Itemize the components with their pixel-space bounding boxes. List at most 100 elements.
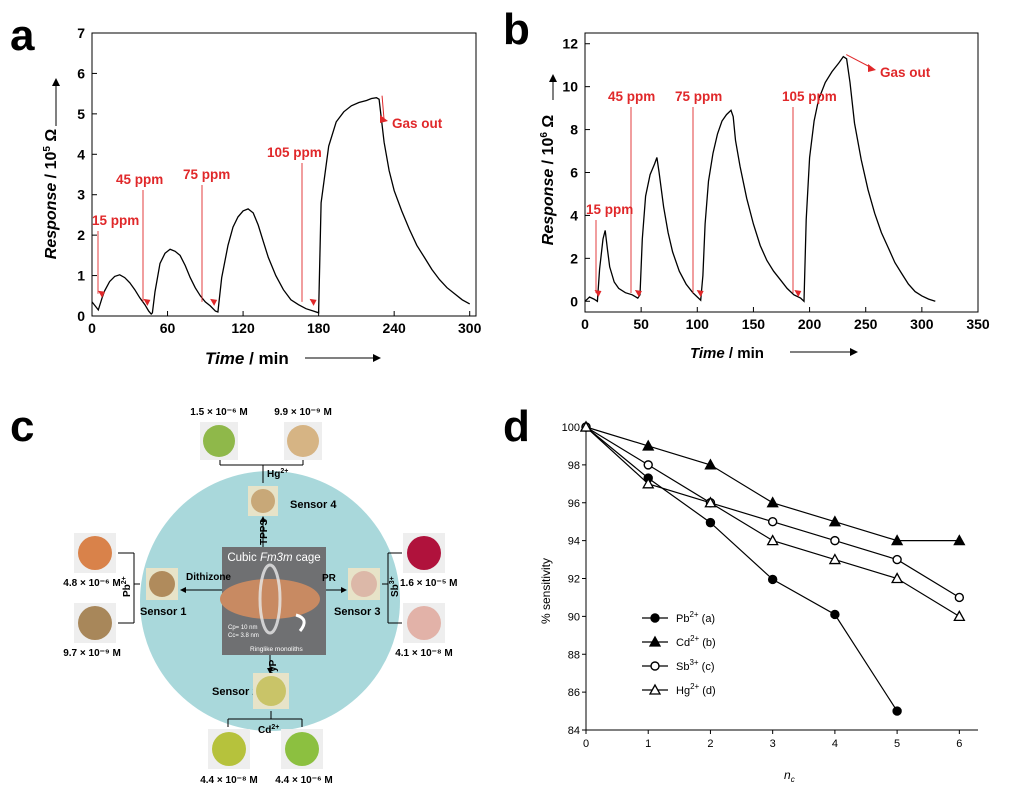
y-tick-label-d: 88 [568,649,580,661]
annotation-a: 15 ppm [92,213,139,228]
center-small-2: Cc= 3.8 nm [228,633,259,639]
y-tick-label-b: 0 [570,293,578,309]
annotation-arrow-b [846,54,873,69]
plot-frame-a [91,32,477,317]
y-tick-label-d: 92 [568,574,580,586]
y-tick-label-d: 94 [568,536,580,548]
conc-hg-right: 9.9 × 10⁻⁹ M [274,407,332,418]
annotation-b: 105 ppm [782,89,837,104]
annotation-a: 45 ppm [116,172,163,187]
annotation-arrowhead-a [309,298,317,306]
x-tick-label-b: 200 [798,316,822,332]
probe-tpps: TPPS [259,519,270,545]
legend-marker [650,661,660,671]
annotation-arrow-a [381,95,385,120]
sb-top-disk [407,536,441,570]
conc-pb-bottom: 9.7 × 10⁻⁹ M [63,648,121,659]
panel-c: Cubic Fm3m cage Cp= 10 nm Cc= 3.8 nm Rin… [0,385,500,799]
x-tick-label-b: 150 [742,316,766,332]
data-point-pb [767,574,778,585]
y-tick-label-a: 4 [77,146,85,162]
y-tick-label-d: 98 [568,460,580,472]
data-point-hg [891,572,904,584]
sensor-diagram: Cubic Fm3m cage Cp= 10 nm Cc= 3.8 nm Rin… [63,407,457,786]
annotation-arrowhead-a [380,115,388,123]
y-tick-label-d: 84 [568,725,580,737]
annotation-arrowhead-b [634,289,642,297]
annotation-a: Gas out [392,116,443,131]
panel-b: 0 50 100 150 200 250 300 350 0 2 4 6 8 10 12 15 ppm 45 p… [500,0,1015,385]
arrowhead-dithizone [180,587,186,593]
legend-label: Cd2+ (b) [676,634,716,649]
x-tick-label-a: 120 [231,320,255,336]
y-tick-label-b: 10 [562,79,578,95]
panel-label-d: d [503,402,530,451]
x-axis-label-d: nc [784,768,795,784]
data-point-sb [830,535,840,546]
sensor4-label: Sensor 4 [290,499,337,511]
annotation-arrowhead-b [794,289,802,297]
x-tick-label-b: 50 [633,316,649,332]
y-tick-label-a: 6 [77,65,85,81]
conc-pb-top: 4.8 × 10⁻⁶ M [63,578,120,589]
x-tick-label-d: 2 [707,738,713,750]
series-line-pb [585,426,898,712]
data-point-cd [828,515,841,527]
conc-sb-bottom: 4.1 × 10⁻⁸ M [395,648,453,659]
x-axis-label-b: Time / min [690,345,764,362]
y-tick-label-b: 4 [570,207,578,223]
pb-bottom-disk [78,606,112,640]
data-point-sb [643,460,653,470]
center-small-1: Cp= 10 nm [228,625,258,631]
data-point-sb [954,592,965,603]
data-point-hg [642,477,655,489]
annotation-arrowhead-a [143,298,151,306]
y-tick-label-a: 1 [77,268,85,284]
data-point-hg [766,534,779,546]
y-tick-label-d: 96 [568,498,580,510]
sensor1-disk [149,571,175,597]
data-point-hg [953,610,966,622]
annotation-arrowhead-b [594,289,602,297]
y-tick-label-d: 86 [568,687,580,699]
sensor3-disk [351,571,377,597]
data-point-sb [767,516,778,527]
annotation-b: 75 ppm [675,89,722,104]
legend-label: Pb2+ (a) [676,610,715,625]
x-tick-label-a: 240 [382,320,406,336]
x-tick-label-a: 0 [88,320,96,336]
ion-hg: Hg2+ [267,468,288,480]
annotation-b: 15 ppm [586,202,633,217]
data-point-cd [953,534,966,546]
legend-marker [648,635,662,647]
annotation-a: 75 ppm [183,167,230,182]
conc-cd-left: 4.4 × 10⁻⁸ M [200,775,258,786]
arrowhead-tpps [260,516,266,522]
data-point-pb [892,706,902,716]
annotation-a: 105 ppm [267,145,322,160]
legend-label: Sb3+ (c) [676,658,714,673]
finger-shape [220,579,320,619]
x-tick-label-d: 6 [956,738,962,750]
annotation-b: Gas out [880,65,931,80]
data-point-cd [704,458,717,470]
x-tick-label-b: 250 [854,316,878,332]
x-tick-label-b: 0 [581,316,589,332]
data-point-hg [704,496,717,508]
center-title: Cubic Fm3m cage [227,552,320,564]
annotation-arrowhead-a [210,298,218,306]
probe-dithizone: Dithizone [186,572,231,583]
y-axis-label-d: % sensitivity [539,558,553,624]
x-tick-label-b: 300 [910,316,934,332]
ion-cd: Cd2+ [258,724,279,736]
annotation-arrowhead-b [696,289,704,297]
conc-hg-left: 1.5 × 10⁻⁶ M [190,407,247,418]
rotate-arrow-icon [295,613,306,632]
y-axis-arrowhead-b [549,74,557,82]
y-tick-label-a: 7 [77,25,85,41]
x-tick-label-b: 350 [966,316,990,332]
panel-a: 0 60 120 180 240 300 0 1 2 3 4 5 6 7 15 ppm 45 ppm 75 pp… [0,0,500,385]
ion-sb: Sb3+ [389,576,401,597]
panel-d: 0 1 2 3 4 5 6 84 86 88 90 92 94 96 98 100 % sensitivity… [500,385,1015,799]
arrowhead-tmpyp [267,668,273,674]
